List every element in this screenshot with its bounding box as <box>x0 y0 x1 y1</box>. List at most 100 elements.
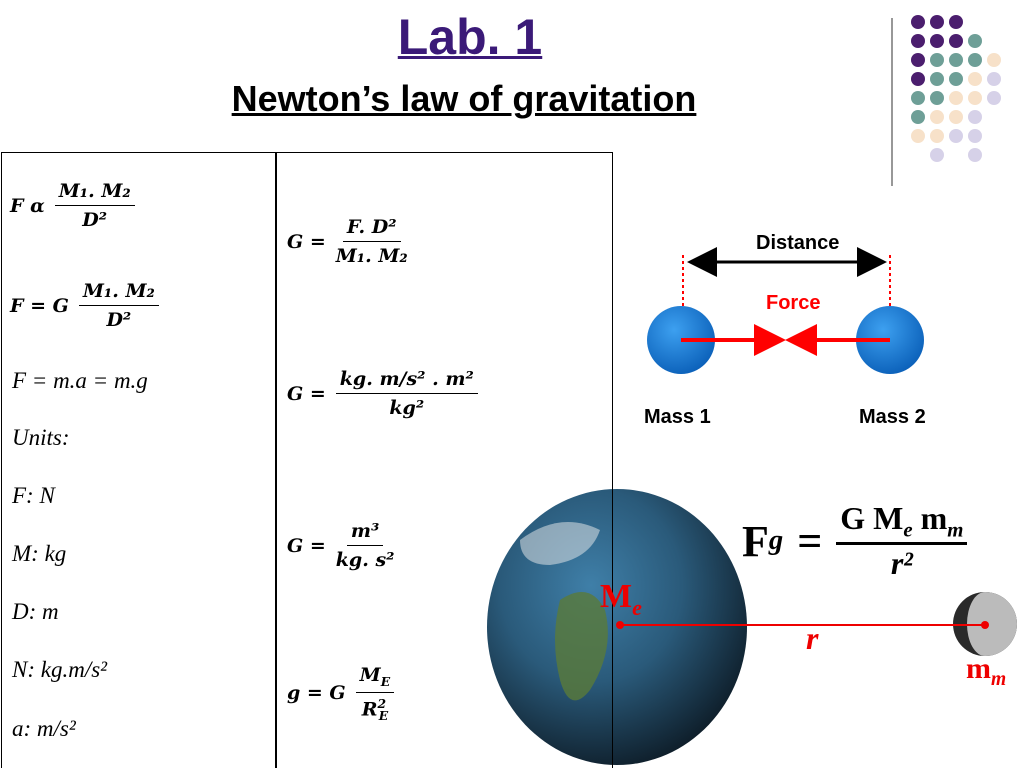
dot <box>930 53 944 67</box>
dot <box>987 72 1001 86</box>
denominator: r² <box>890 545 913 582</box>
equals: = <box>797 516 823 566</box>
formula: g = G ME R2E <box>287 664 395 723</box>
numerator: kg. m/s² . m² <box>335 368 478 394</box>
force-label: Force <box>766 292 821 314</box>
dot <box>930 91 944 105</box>
lhs: G = <box>287 534 326 557</box>
mass-label: Mass 2 <box>859 406 926 428</box>
num-part: m <box>912 500 948 536</box>
dot <box>949 91 963 105</box>
r-label: r <box>806 620 819 656</box>
text-line: M: kg <box>12 541 67 566</box>
base: M <box>600 578 633 615</box>
dot <box>930 72 944 86</box>
base: R <box>361 698 378 721</box>
base: M <box>359 664 381 686</box>
denominator: kg. s² <box>335 549 395 571</box>
dot <box>949 15 963 29</box>
formula: F α M₁. M₂ D² <box>10 180 135 231</box>
text-line: N: kg.m/s² <box>12 657 108 682</box>
dot <box>911 91 925 105</box>
moon-label: mm <box>966 652 1006 691</box>
denominator: R2E <box>362 693 388 723</box>
dot <box>949 72 963 86</box>
formula: G = F. D² M₁. M₂ <box>287 216 408 267</box>
sub: e <box>903 518 913 542</box>
sub: E <box>380 673 391 689</box>
dot-grid <box>911 15 1001 162</box>
numerator: G Me mm <box>836 500 968 546</box>
dot <box>930 15 944 29</box>
numerator: ME <box>355 664 395 693</box>
dot <box>930 129 944 143</box>
sub: g <box>768 525 784 557</box>
left-panel <box>1 152 277 768</box>
continent <box>555 592 608 701</box>
point <box>981 621 989 629</box>
denominator: M₁. M₂ <box>335 245 408 267</box>
dot <box>911 110 925 124</box>
num-part: G M <box>840 500 904 536</box>
sup: 2 <box>377 695 387 711</box>
dot <box>949 53 963 67</box>
fraction: G Me mm r² <box>836 500 968 582</box>
denominator: kg² <box>389 397 425 419</box>
dot <box>968 148 982 162</box>
numerator: F. D² <box>342 216 401 242</box>
formula: G = m³ kg. s² <box>287 520 394 571</box>
dot <box>930 148 944 162</box>
numerator: M₁. M₂ <box>54 180 135 206</box>
title: Lab. 1 <box>0 8 940 66</box>
distance-label: Distance <box>756 232 840 254</box>
dot <box>911 53 925 67</box>
dot <box>911 129 925 143</box>
mass-label: Mass 1 <box>644 406 711 428</box>
dot <box>949 34 963 48</box>
earth-label: Me <box>600 578 642 621</box>
numerator: m³ <box>346 520 384 546</box>
dot <box>949 129 963 143</box>
point <box>616 621 624 629</box>
sub: m <box>991 669 1007 690</box>
formula: G = kg. m/s² . m² kg² <box>287 368 478 419</box>
denominator: D² <box>82 209 108 231</box>
cloud <box>520 522 600 565</box>
base: m <box>966 652 991 685</box>
denominator: D² <box>106 309 132 331</box>
subtitle-text: Newton’s law of gravitation <box>231 78 697 119</box>
dot <box>968 129 982 143</box>
moon-lit <box>967 592 1017 656</box>
dot <box>911 15 925 29</box>
lhs: F <box>742 516 769 566</box>
dot <box>968 91 982 105</box>
dot <box>930 34 944 48</box>
formula: F = G M₁. M₂ D² <box>10 280 159 331</box>
dot <box>949 110 963 124</box>
lhs: F = G <box>10 294 69 317</box>
dot <box>987 91 1001 105</box>
sub: m <box>947 518 964 542</box>
title-text: Lab. 1 <box>397 9 543 65</box>
text-line: F: N <box>12 483 55 508</box>
lhs: g = G <box>287 682 346 705</box>
lhs: G = <box>287 382 326 405</box>
text-line: Units: <box>12 425 70 450</box>
subtitle: Newton’s law of gravitation <box>0 78 928 120</box>
dot <box>968 72 982 86</box>
text-line: F = m.a = m.g <box>12 368 148 393</box>
dot <box>930 110 944 124</box>
text-line: D: m <box>12 599 59 624</box>
dot <box>911 72 925 86</box>
lhs: F α <box>10 194 45 217</box>
lhs: G = <box>287 230 326 253</box>
dot <box>968 110 982 124</box>
text-line: a: m/s² <box>12 716 76 741</box>
middle-panel <box>275 152 613 768</box>
dot <box>968 34 982 48</box>
numerator: M₁. M₂ <box>78 280 159 306</box>
sub: E <box>378 707 389 723</box>
